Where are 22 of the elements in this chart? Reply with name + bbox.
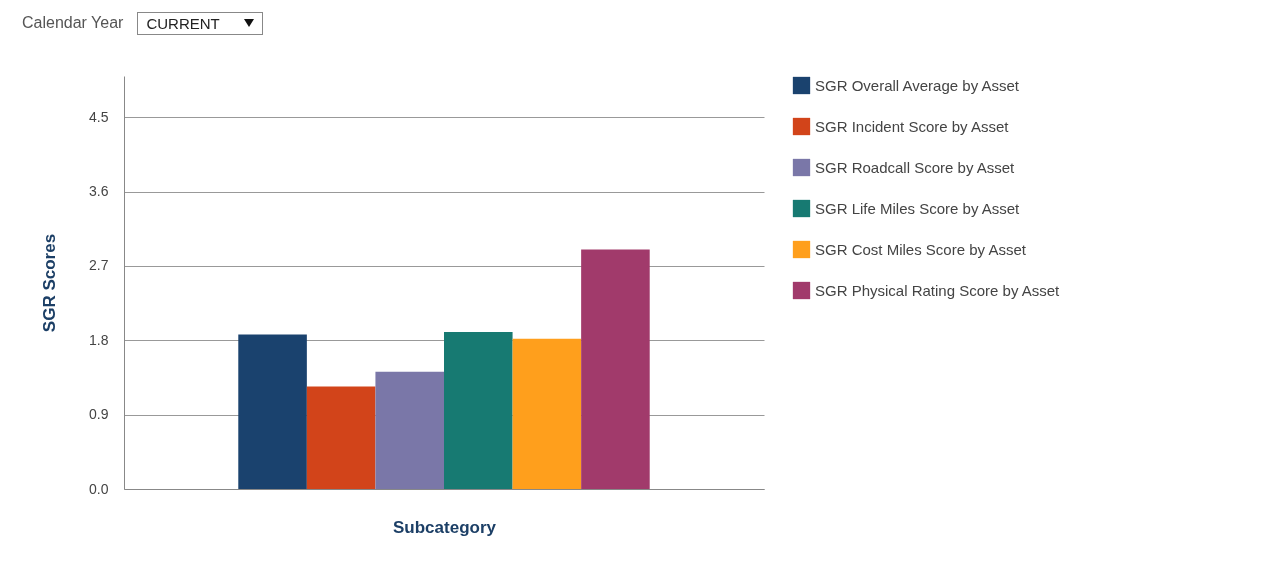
legend-label: SGR Overall Average by Asset — [815, 76, 1020, 94]
y-tick-label: 0.0 — [89, 480, 109, 497]
bar — [375, 371, 444, 489]
bar — [238, 334, 307, 489]
y-tick-label: 4.5 — [89, 108, 109, 125]
legend-label: SGR Roadcall Score by Asset — [815, 158, 1016, 176]
bar — [444, 332, 513, 489]
x-axis-title: Subcategory — [393, 517, 497, 537]
legend-label: SGR Cost Miles Score by Asset — [815, 240, 1027, 258]
legend-label: SGR Physical Rating Score by Asset — [815, 281, 1061, 299]
dropdown-field: CURRENT — [137, 11, 263, 35]
legend-label: SGR Incident Score by Asset — [815, 117, 1010, 135]
bar — [306, 386, 376, 489]
bar — [581, 249, 650, 489]
y-tick-label: 0.9 — [89, 406, 109, 423]
y-tick-label: 3.6 — [89, 183, 109, 200]
legend-label: SGR Life Miles Score by Asset — [815, 199, 1021, 217]
y-axis-title: SGR Scores — [40, 233, 60, 333]
bar — [512, 338, 582, 489]
y-tick-label: 2.7 — [89, 257, 109, 274]
text: Calendar Year — [22, 14, 124, 32]
y-tick-label: 1.8 — [89, 331, 109, 348]
